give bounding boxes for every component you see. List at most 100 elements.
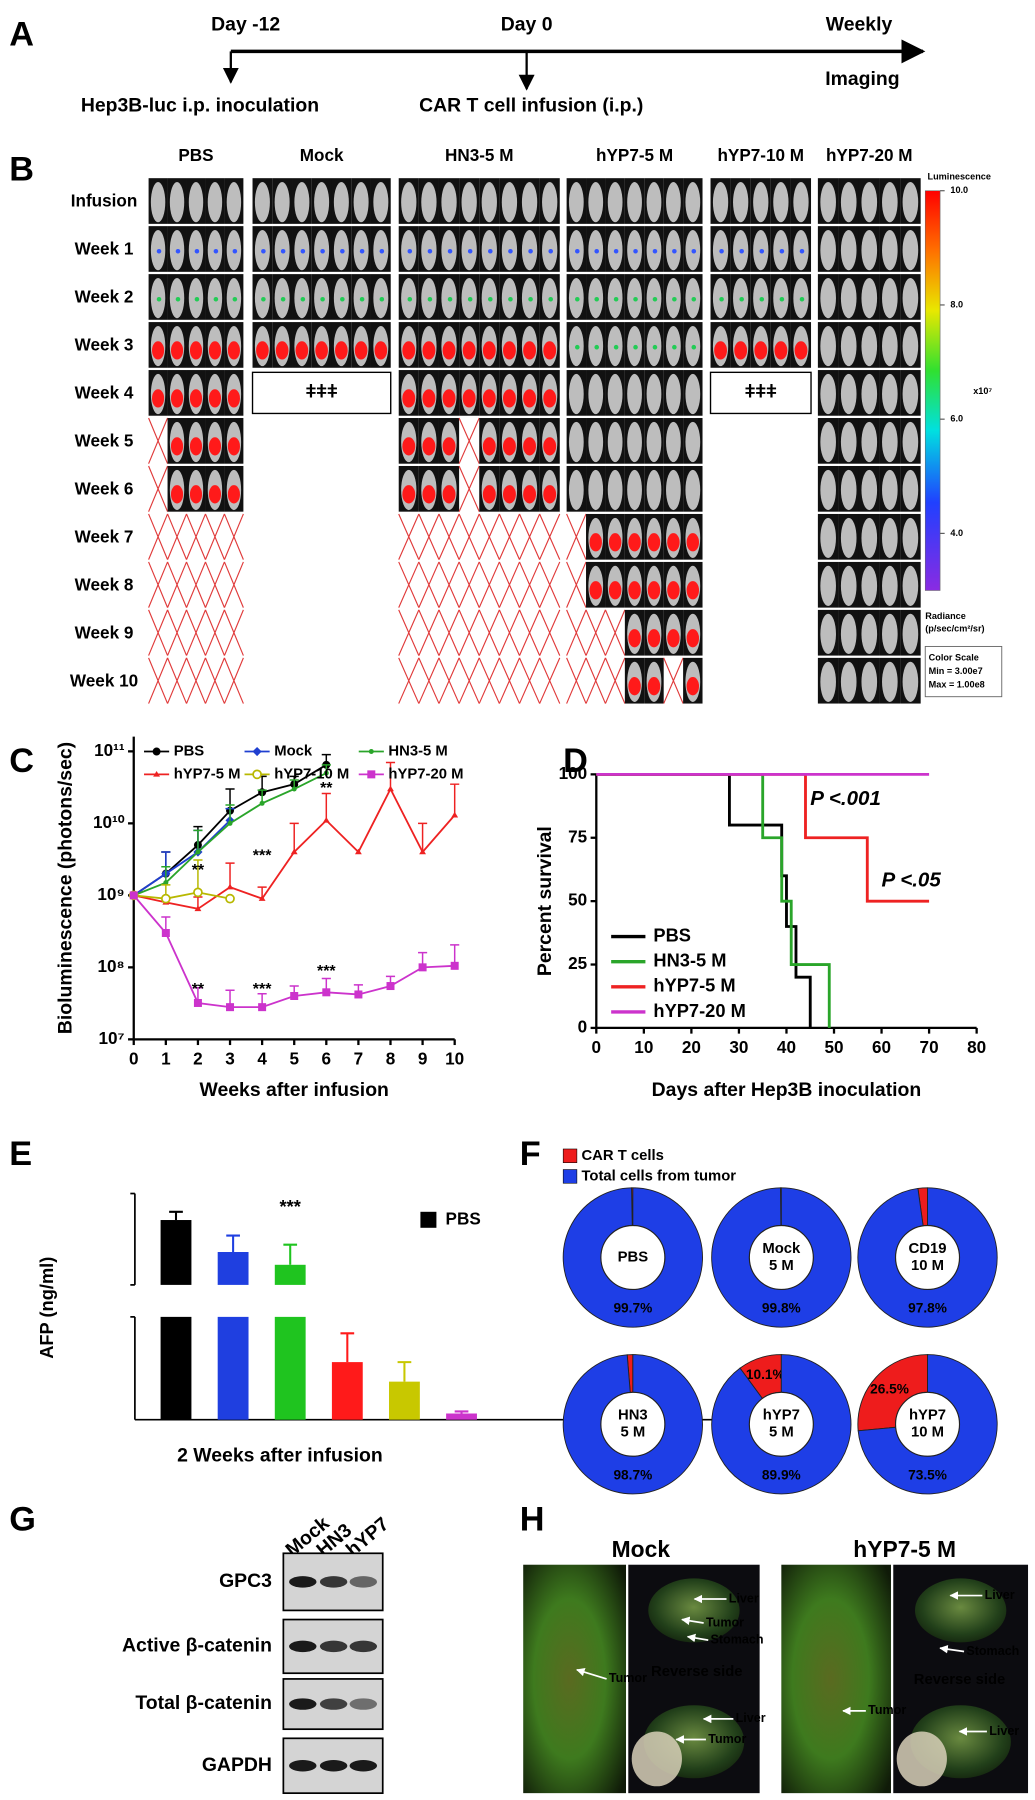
error-bar bbox=[321, 792, 331, 821]
colorbar-exponent: x10⁷ bbox=[973, 386, 992, 396]
tumor-signal bbox=[315, 341, 328, 360]
annotation-arrow bbox=[686, 1633, 709, 1643]
donut-center bbox=[894, 1224, 961, 1291]
tumor-signal bbox=[502, 389, 516, 408]
dead-cross bbox=[458, 465, 480, 512]
tumor-signal bbox=[208, 485, 222, 504]
tumor-signal bbox=[208, 389, 222, 408]
timeline-event: Imaging bbox=[825, 68, 899, 90]
x-tick-label: 70 bbox=[920, 1037, 939, 1057]
photo-annotation: Liver bbox=[736, 1711, 766, 1725]
color-scale-text: Min = 3.00e7 bbox=[929, 666, 983, 676]
tumor-signal bbox=[275, 341, 289, 360]
mouse-body bbox=[840, 421, 857, 463]
mouse-body bbox=[588, 421, 604, 463]
signal-speck bbox=[467, 296, 473, 302]
tumor-signal bbox=[152, 389, 165, 408]
x-tick-label: 6 bbox=[322, 1048, 332, 1068]
mouse-body bbox=[150, 182, 166, 223]
y-axis-label: Bioluminescence (photons/sec) bbox=[54, 742, 76, 1034]
mouse-body bbox=[501, 182, 518, 223]
tumor-signal bbox=[354, 341, 368, 360]
x-tick-label: 4 bbox=[257, 1048, 267, 1068]
tumor-signal bbox=[686, 533, 700, 552]
tumor-signal bbox=[170, 389, 184, 408]
signal-speck bbox=[300, 248, 306, 254]
mouse-body bbox=[902, 421, 919, 463]
error-bar bbox=[397, 1361, 412, 1382]
panel-letter: H bbox=[520, 1500, 545, 1538]
tumor-signal bbox=[402, 485, 416, 504]
photo-annotation: Reverse side bbox=[914, 1672, 1006, 1688]
tumor-signal bbox=[628, 677, 641, 696]
bar bbox=[160, 1220, 192, 1285]
mouse-body bbox=[840, 565, 857, 607]
donut-center-label: 5 M bbox=[769, 1425, 794, 1441]
mouse-body bbox=[882, 421, 898, 463]
dead-cross bbox=[585, 609, 606, 656]
mouse-body bbox=[840, 469, 857, 511]
mouse-body bbox=[226, 182, 242, 223]
donut-center-label: Mock bbox=[762, 1241, 801, 1257]
tumor-signal bbox=[189, 485, 203, 504]
mouse-body bbox=[627, 373, 642, 415]
mouse-body bbox=[685, 373, 701, 415]
blot-band bbox=[289, 1698, 317, 1710]
x-tick-label: 50 bbox=[824, 1037, 843, 1057]
annotation: *** bbox=[317, 963, 336, 980]
mouse-body bbox=[666, 373, 681, 415]
legend-swatch bbox=[562, 1169, 578, 1184]
donut-center-label: HN3 bbox=[618, 1408, 648, 1424]
dead-cross bbox=[185, 609, 206, 656]
marker bbox=[152, 747, 161, 756]
tumor-signal bbox=[189, 341, 203, 360]
x-tick-label: 10 bbox=[445, 1048, 464, 1068]
annotation: *** bbox=[280, 1196, 302, 1217]
y-tick-label: 10¹¹ bbox=[94, 740, 125, 760]
tumor-signal bbox=[714, 341, 728, 360]
mouse-body bbox=[461, 182, 477, 223]
tumor-signal bbox=[543, 341, 557, 360]
mouse-body bbox=[902, 182, 919, 223]
dead-cross bbox=[185, 513, 206, 560]
signal-speck bbox=[691, 248, 697, 254]
value-label: 89.9% bbox=[762, 1467, 801, 1482]
x-tick-label: 8 bbox=[386, 1048, 396, 1068]
blot-band bbox=[319, 1640, 348, 1653]
dead-cross bbox=[518, 657, 541, 704]
donut-center-label: CD19 bbox=[909, 1241, 947, 1257]
dead-cross bbox=[398, 657, 420, 704]
legend-label: hYP7-20 M bbox=[653, 1000, 745, 1021]
x-tick-label: 9 bbox=[418, 1048, 428, 1068]
mouse-body bbox=[773, 182, 789, 223]
x-tick-label: 0 bbox=[129, 1048, 139, 1068]
tumor-signal bbox=[402, 437, 416, 456]
dead-cross bbox=[167, 657, 188, 704]
protein-label: Active β-catenin bbox=[122, 1635, 272, 1657]
panel-letter: D bbox=[563, 742, 588, 780]
dead-cross bbox=[148, 657, 169, 704]
donut-center-label: 5 M bbox=[769, 1258, 794, 1274]
dead-cross bbox=[604, 657, 626, 704]
x-tick-label: 0 bbox=[592, 1037, 602, 1057]
panel-letter: E bbox=[9, 1135, 32, 1173]
signal-speck bbox=[359, 296, 365, 302]
mouse-body bbox=[882, 565, 898, 607]
marker bbox=[193, 887, 203, 898]
signal-speck bbox=[633, 296, 638, 302]
mouse-body bbox=[607, 469, 623, 511]
signal-speck bbox=[261, 248, 266, 254]
timeline-time: Day 0 bbox=[501, 13, 553, 35]
legend-label: PBS bbox=[653, 924, 691, 945]
group-header: hYP7-20 M bbox=[826, 145, 913, 165]
signal-speck bbox=[261, 296, 266, 302]
annotation: ** bbox=[192, 981, 205, 998]
mouse-body bbox=[568, 182, 584, 223]
marker bbox=[227, 820, 233, 826]
mouse-body bbox=[793, 182, 809, 223]
donut-center bbox=[600, 1224, 666, 1291]
mouse-body bbox=[646, 421, 662, 463]
mouse-body bbox=[820, 182, 836, 223]
mouse-body bbox=[820, 373, 836, 415]
